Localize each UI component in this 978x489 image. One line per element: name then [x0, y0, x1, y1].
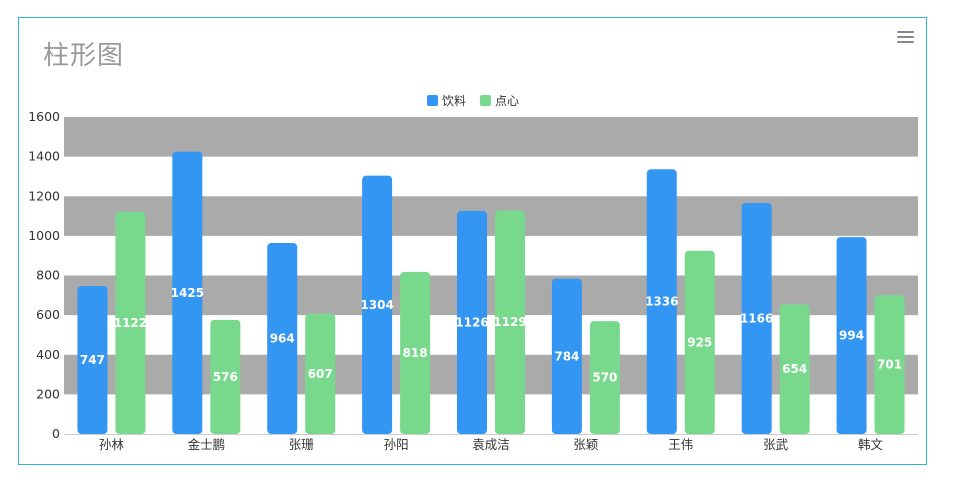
data-label: 1122: [114, 316, 147, 330]
bar-series1: [77, 286, 108, 434]
data-label: 607: [308, 367, 333, 381]
data-label: 1166: [740, 311, 773, 325]
y-tick-label: 1200: [28, 188, 60, 203]
x-tick-label: 张珊: [289, 437, 314, 452]
data-label: 654: [782, 362, 807, 376]
legend-swatch: [427, 95, 438, 106]
x-tick-label: 孙阳: [384, 437, 409, 452]
data-label: 1129: [493, 315, 526, 329]
bar-series2: [779, 304, 810, 434]
y-axis: 0 200 400 600 800 1000 1200 1400 1600: [28, 109, 60, 441]
bar-series1: [551, 278, 582, 434]
data-label: 784: [554, 349, 579, 363]
bar-series2: [305, 313, 336, 434]
grid-band: [64, 196, 918, 236]
bar-series1: [741, 202, 772, 434]
y-tick-label: 0: [52, 426, 60, 441]
bar-series2: [684, 250, 715, 434]
grid-band: [64, 354, 918, 395]
y-tick-label: 600: [36, 307, 60, 322]
data-label: 964: [270, 332, 295, 346]
data-label: 1425: [171, 286, 204, 300]
x-tick-label: 韩文: [858, 437, 884, 452]
data-label: 1304: [360, 298, 393, 312]
data-label: 818: [403, 346, 428, 360]
data-label: 1126: [455, 315, 488, 329]
y-tick-label: 200: [36, 386, 60, 401]
y-tick-label: 1000: [28, 228, 60, 243]
x-tick-label: 金士鹏: [188, 437, 226, 452]
x-axis: 孙林 金士鹏 张珊 孙阳 袁成洁 张颖 王伟 张武 韩文: [99, 437, 884, 452]
y-tick-label: 1400: [28, 149, 60, 164]
x-tick-label: 张武: [763, 437, 789, 452]
bar-series1: [457, 210, 487, 434]
x-tick-label: 王伟: [668, 437, 693, 452]
y-tick-label: 1600: [28, 109, 60, 124]
bar-series2: [400, 271, 431, 434]
y-tick-label: 400: [36, 347, 60, 362]
data-label: 925: [687, 335, 712, 349]
data-label: 570: [592, 371, 617, 385]
legend-label: 饮料: [442, 94, 466, 108]
bar-series2: [210, 319, 241, 434]
legend-label: 点心: [495, 94, 519, 108]
bar-series1: [362, 175, 393, 434]
legend: 饮料 点心: [427, 94, 519, 108]
hamburger-menu-icon[interactable]: [897, 31, 914, 45]
x-tick-label: 袁成洁: [472, 437, 510, 452]
grid-bands: [64, 117, 918, 435]
grid-band: [64, 117, 918, 157]
bar-series2: [874, 295, 905, 434]
x-tick-label: 孙林: [99, 437, 125, 452]
bar-series1: [836, 237, 867, 434]
bar-series2: [589, 321, 620, 434]
data-label: 1336: [645, 295, 678, 309]
bar-series1: [172, 151, 203, 434]
grid-band: [64, 275, 918, 316]
y-tick-label: 800: [36, 268, 60, 283]
bar-series1: [267, 243, 298, 434]
bar-series1: [646, 169, 677, 434]
data-label: 701: [877, 358, 902, 372]
bar-series2: [115, 211, 146, 434]
bars: 747 1122 1425 576 964 607 1304 818 1126 1129 784 57…: [77, 151, 905, 434]
chart-title: 柱形图: [43, 41, 125, 71]
data-label: 747: [80, 353, 105, 367]
legend-swatch: [480, 95, 491, 106]
data-label: 576: [213, 370, 238, 384]
data-label: 994: [839, 329, 864, 343]
x-tick-label: 张颖: [573, 437, 598, 452]
bar-series2: [495, 210, 525, 434]
